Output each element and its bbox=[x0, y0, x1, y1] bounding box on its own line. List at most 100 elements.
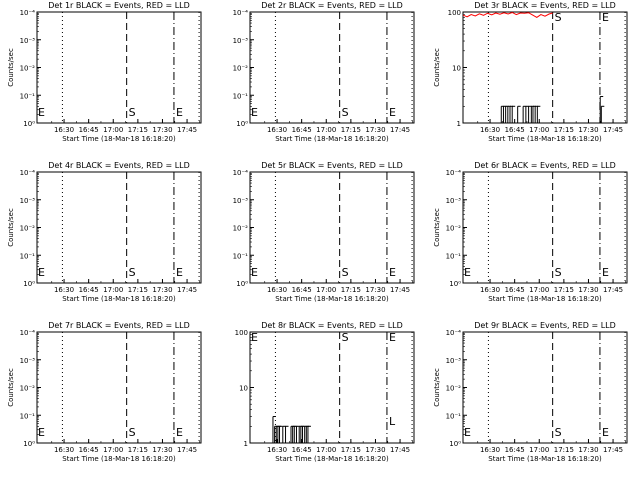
y-axis-label: Counts/sec bbox=[7, 368, 15, 407]
y-tick-label: 10⁻¹ bbox=[20, 92, 36, 100]
panel-title: Det 1r BLACK = Events, RED = LLD bbox=[48, 1, 190, 10]
y-axis-label: Counts/sec bbox=[7, 48, 15, 87]
x-tick-label: 16:45 bbox=[505, 126, 525, 134]
x-tick-label: 16:45 bbox=[79, 126, 99, 134]
x-tick-label: 17:15 bbox=[341, 446, 361, 454]
x-tick-label: 16:30 bbox=[480, 446, 500, 454]
x-axis-label: Start Time (18-Mar-18 16:18:20) bbox=[488, 455, 602, 463]
event-label: S bbox=[129, 106, 136, 119]
x-tick-label: 16:45 bbox=[292, 286, 312, 294]
event-label: S bbox=[129, 426, 136, 439]
event-label: S bbox=[555, 266, 562, 279]
y-axis-label: Counts/sec bbox=[433, 48, 441, 87]
x-tick-label: 16:45 bbox=[505, 446, 525, 454]
y-tick-label: 10⁻⁴ bbox=[233, 9, 249, 17]
x-tick-label: 17:30 bbox=[578, 446, 598, 454]
event-label: S bbox=[342, 266, 349, 279]
panel-title: Det 8r BLACK = Events, RED = LLD bbox=[261, 321, 403, 330]
x-tick-label: 17:45 bbox=[177, 446, 197, 454]
panel-title: Det 4r BLACK = Events, RED = LLD bbox=[48, 161, 190, 170]
y-axis-label: Counts/sec bbox=[433, 368, 441, 407]
event-label: S bbox=[342, 331, 349, 344]
x-tick-label: 17:45 bbox=[603, 126, 623, 134]
y-tick-label: 10⁻³ bbox=[20, 357, 36, 365]
x-tick-label: 17:30 bbox=[152, 446, 172, 454]
y-tick-label: 10⁻² bbox=[20, 225, 36, 233]
y-tick-label: 10⁻³ bbox=[233, 197, 249, 205]
x-tick-label: 16:30 bbox=[267, 126, 287, 134]
y-tick-label: 10⁰ bbox=[23, 280, 35, 288]
detector-panel-9: Det 9r BLACK = Events, RED = LLD 10⁰ 10⁻¹ 1… bbox=[433, 321, 628, 463]
y-tick-label: 1 bbox=[457, 120, 461, 128]
panel-title: Det 5r BLACK = Events, RED = LLD bbox=[261, 161, 403, 170]
y-tick-label: 10⁻² bbox=[446, 385, 462, 393]
x-tick-label: 17:00 bbox=[529, 446, 549, 454]
x-tick-label: 17:45 bbox=[603, 446, 623, 454]
event-label: E bbox=[389, 106, 396, 119]
event-label: E bbox=[176, 266, 183, 279]
x-axis-label: Start Time (18-Mar-18 16:18:20) bbox=[488, 135, 602, 143]
x-tick-label: 17:30 bbox=[152, 286, 172, 294]
x-tick-label: 16:45 bbox=[292, 446, 312, 454]
panel-title: Det 9r BLACK = Events, RED = LLD bbox=[474, 321, 616, 330]
y-tick-label: 10⁻⁴ bbox=[20, 329, 36, 337]
panel-title: Det 2r BLACK = Events, RED = LLD bbox=[261, 1, 403, 10]
y-tick-label: 10 bbox=[239, 385, 248, 393]
y-tick-label: 10⁻¹ bbox=[233, 92, 249, 100]
x-tick-label: 17:30 bbox=[365, 286, 385, 294]
y-tick-label: 10⁰ bbox=[449, 280, 461, 288]
x-tick-label: 17:15 bbox=[128, 126, 148, 134]
x-tick-label: 17:45 bbox=[390, 126, 410, 134]
x-tick-label: 17:30 bbox=[578, 286, 598, 294]
y-tick-label: 10⁻⁴ bbox=[233, 169, 249, 177]
y-tick-label: 10⁰ bbox=[236, 120, 248, 128]
event-label: E bbox=[602, 266, 609, 279]
y-tick-label: 10⁻⁴ bbox=[446, 329, 462, 337]
detector-panel-2: Det 2r BLACK = Events, RED = LLD 10⁰ 10⁻¹ 1… bbox=[233, 1, 415, 143]
y-tick-label: 10⁻³ bbox=[233, 37, 249, 45]
left-marker: E bbox=[251, 106, 258, 119]
y-tick-label: 10⁻³ bbox=[446, 197, 462, 205]
y-tick-label: 10⁻¹ bbox=[233, 252, 249, 260]
x-tick-label: 17:00 bbox=[103, 126, 123, 134]
event-label: E bbox=[389, 266, 396, 279]
x-tick-label: 16:30 bbox=[54, 126, 74, 134]
x-tick-label: 16:30 bbox=[267, 446, 287, 454]
x-tick-label: 17:15 bbox=[341, 286, 361, 294]
x-tick-label: 16:45 bbox=[79, 286, 99, 294]
y-tick-label: 10⁻⁴ bbox=[20, 169, 36, 177]
lld-series-line bbox=[462, 11, 553, 18]
x-tick-label: 17:15 bbox=[128, 446, 148, 454]
event-label: E bbox=[602, 426, 609, 439]
detector-panel-6: Det 6r BLACK = Events, RED = LLD 10⁰ 10⁻¹ 1… bbox=[433, 161, 628, 303]
y-tick-label: 10⁻³ bbox=[446, 357, 462, 365]
x-axis-label: Start Time (18-Mar-18 16:18:20) bbox=[275, 135, 389, 143]
x-tick-label: 16:30 bbox=[54, 446, 74, 454]
x-axis-label: Start Time (18-Mar-18 16:18:20) bbox=[62, 455, 176, 463]
y-tick-label: 10 bbox=[452, 65, 461, 73]
x-tick-label: 16:30 bbox=[480, 286, 500, 294]
x-tick-label: 17:30 bbox=[365, 126, 385, 134]
y-tick-label: 10⁻⁴ bbox=[446, 169, 462, 177]
detector-panel-1: Det 1r BLACK = Events, RED = LLD 10⁰ 10⁻¹ 1… bbox=[7, 1, 202, 143]
y-tick-label: 10⁻² bbox=[20, 65, 36, 73]
y-tick-label: 10⁻³ bbox=[20, 37, 36, 45]
y-tick-label: 10⁰ bbox=[236, 280, 248, 288]
x-tick-label: 17:15 bbox=[554, 286, 574, 294]
y-tick-label: 10⁻² bbox=[233, 225, 249, 233]
x-tick-label: 16:30 bbox=[480, 126, 500, 134]
event-label: E bbox=[389, 331, 396, 344]
x-tick-label: 16:45 bbox=[79, 446, 99, 454]
event-label: S bbox=[342, 106, 349, 119]
x-tick-label: 17:00 bbox=[103, 286, 123, 294]
y-axis-label: Counts/sec bbox=[433, 208, 441, 247]
x-tick-label: 16:30 bbox=[267, 286, 287, 294]
x-tick-label: 17:00 bbox=[529, 286, 549, 294]
y-tick-label: 1 bbox=[244, 440, 248, 448]
x-tick-label: 17:30 bbox=[365, 446, 385, 454]
detector-panel-8: Det 8r BLACK = Events, RED = LLD 1 10 100 16… bbox=[235, 321, 415, 463]
x-tick-label: 16:45 bbox=[505, 286, 525, 294]
panel-title: Det 7r BLACK = Events, RED = LLD bbox=[48, 321, 190, 330]
event-label: S bbox=[555, 11, 562, 24]
